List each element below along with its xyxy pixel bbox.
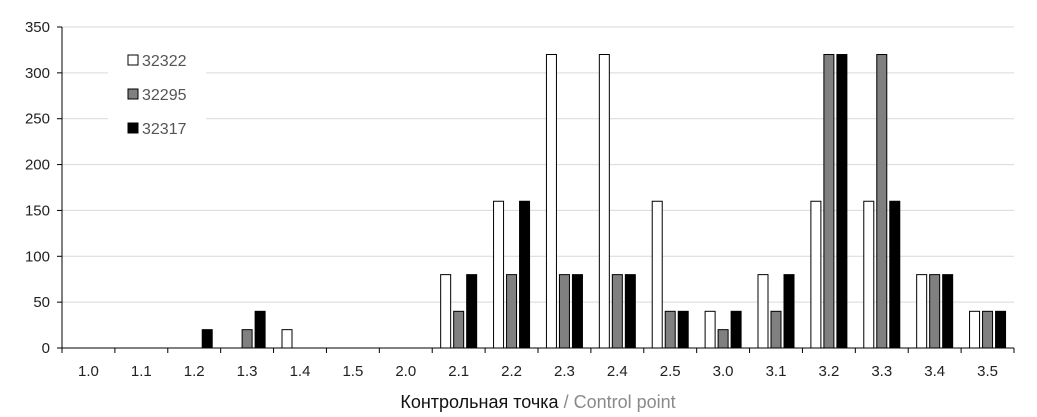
y-tick-labels: 0 50 100 150 200 250 300 350 [25, 19, 50, 357]
x-tick-label: 2.2 [501, 363, 522, 380]
x-tick-label: 3.4 [924, 363, 945, 380]
y-tick-label: 150 [25, 202, 50, 219]
legend-label-32317: 32317 [142, 121, 187, 138]
x-tick-label: 1.3 [237, 363, 258, 380]
y-tick-label: 0 [42, 340, 50, 357]
x-tick-label: 2.1 [448, 363, 469, 380]
bar-32295-2.3 [558, 274, 570, 349]
bar-32317-2.2 [519, 200, 531, 349]
x-tick-label: 1.5 [342, 363, 363, 380]
axes [57, 26, 1015, 353]
bar-32322-3.2 [810, 200, 822, 349]
legend: 32322 32295 32317 [108, 44, 206, 140]
bars [201, 54, 1007, 349]
bar-32322-1.4 [281, 329, 293, 349]
x-tick-label: 1.0 [78, 363, 99, 380]
bar-32317-3.1 [783, 274, 795, 349]
bar-32322-2.3 [545, 54, 557, 349]
legend-swatch-32317 [127, 122, 139, 134]
y-tick-label: 300 [25, 65, 50, 82]
bar-32295-2.4 [611, 274, 623, 349]
x-tick-label: 3.0 [713, 363, 734, 380]
bar-32295-3.5 [982, 310, 994, 349]
bar-32322-2.5 [651, 200, 663, 349]
bar-32322-3.0 [704, 310, 716, 349]
bar-32295-2.5 [664, 310, 676, 349]
x-axis-title-ru: Контрольная точка [400, 392, 559, 412]
bar-32295-1.3 [241, 329, 253, 349]
x-tick-label: 1.4 [290, 363, 311, 380]
legend-swatch-32322 [127, 54, 139, 66]
bar-32322-3.3 [863, 200, 875, 349]
bar-32317-3.2 [836, 54, 848, 349]
x-tick-label: 1.1 [131, 363, 152, 380]
bar-32317-1.2 [201, 329, 213, 349]
bar-32322-2.4 [598, 54, 610, 349]
bar-32322-3.1 [757, 274, 769, 349]
bar-32295-3.4 [929, 274, 941, 349]
bar-32317-3.4 [942, 274, 954, 349]
bar-32317-3.5 [995, 310, 1007, 349]
legend-label-32322: 32322 [142, 53, 187, 70]
bar-32317-3.3 [889, 200, 901, 349]
x-tick-label: 3.1 [766, 363, 787, 380]
legend-swatch-32295 [127, 88, 139, 100]
bar-32295-3.2 [823, 54, 835, 349]
y-tick-label: 350 [25, 19, 50, 36]
x-tick-label: 3.5 [977, 363, 998, 380]
x-tick-labels: 1.0 1.1 1.2 1.3 1.4 1.5 2.0 2.1 2.2 2.3 2.4 2.5 3.0 3… [78, 363, 998, 380]
x-tick-label: 2.0 [395, 363, 416, 380]
x-tick-label: 2.4 [607, 363, 628, 380]
bar-32295-3.1 [770, 310, 782, 349]
bar-32317-2.5 [677, 310, 689, 349]
bar-32317-2.3 [571, 274, 583, 349]
y-tick-label: 250 [25, 111, 50, 128]
bar-32317-3.0 [730, 310, 742, 349]
bar-32295-2.2 [506, 274, 518, 349]
bar-32322-2.2 [493, 200, 505, 349]
legend-label-32295: 32295 [142, 87, 187, 104]
y-tick-label: 50 [33, 294, 50, 311]
x-axis-title-separator: / [559, 392, 574, 412]
legend-background [108, 44, 206, 140]
bar-32322-3.4 [916, 274, 928, 349]
bar-32322-3.5 [969, 310, 981, 349]
y-tick-label: 200 [25, 157, 50, 174]
grid-lines [62, 26, 1014, 303]
bar-32295-2.1 [453, 310, 465, 349]
x-axis-title-en: Control point [574, 392, 676, 412]
bar-32295-3.3 [876, 54, 888, 349]
x-axis-title: Контрольная точка / Control point [400, 392, 675, 412]
x-tick-label: 1.2 [184, 363, 205, 380]
x-tick-label: 3.3 [871, 363, 892, 380]
bar-32317-2.4 [624, 274, 636, 349]
bar-32295-3.0 [717, 329, 729, 349]
x-tick-label: 2.3 [554, 363, 575, 380]
bar-32317-2.1 [466, 274, 478, 349]
x-tick-label: 2.5 [660, 363, 681, 380]
x-tick-label: 3.2 [818, 363, 839, 380]
bar-32317-1.3 [254, 310, 266, 349]
bar-32322-2.1 [440, 274, 452, 349]
y-tick-label: 100 [25, 248, 50, 265]
